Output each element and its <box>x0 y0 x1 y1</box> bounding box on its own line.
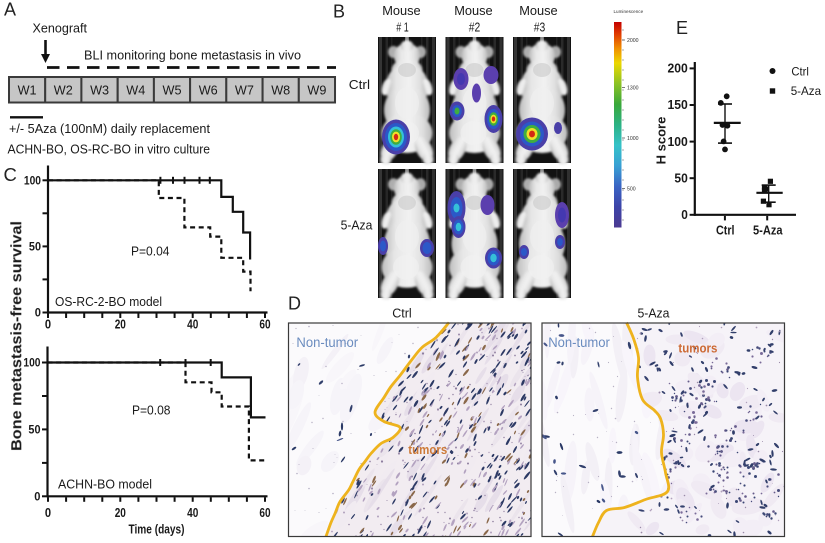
svg-text:E: E <box>676 18 688 38</box>
svg-text:ACHN-BO, OS-RC-BO in vitro cul: ACHN-BO, OS-RC-BO in vitro culture <box>8 142 211 157</box>
svg-text:D: D <box>288 294 301 314</box>
svg-text:0: 0 <box>681 207 688 222</box>
svg-text:W2: W2 <box>54 83 73 98</box>
svg-text:tumors: tumors <box>408 442 447 457</box>
svg-text:100: 100 <box>23 358 40 370</box>
svg-text:0: 0 <box>34 491 40 503</box>
svg-text:Non-tumor: Non-tumor <box>548 335 610 350</box>
svg-text:1000: 1000 <box>627 136 639 142</box>
svg-text:100: 100 <box>24 175 41 187</box>
svg-text:2000: 2000 <box>627 38 639 44</box>
svg-text:0: 0 <box>45 506 51 520</box>
svg-text:#2: #2 <box>469 20 481 35</box>
svg-text:5-Aza: 5-Aza <box>791 84 822 98</box>
svg-text:W7: W7 <box>235 83 254 98</box>
svg-text:W1: W1 <box>18 83 37 98</box>
svg-text:1300: 1300 <box>627 86 639 92</box>
svg-text:100: 100 <box>668 134 688 149</box>
svg-text:W3: W3 <box>90 83 109 98</box>
svg-text:Ctrl: Ctrl <box>349 77 370 92</box>
svg-text:ACHN-BO model: ACHN-BO model <box>58 476 152 491</box>
svg-text:40: 40 <box>187 506 198 520</box>
svg-text:50: 50 <box>674 170 687 185</box>
svg-text:A: A <box>4 0 16 20</box>
svg-text:W4: W4 <box>126 83 145 98</box>
svg-text:0: 0 <box>45 318 51 332</box>
svg-text:60: 60 <box>259 506 270 520</box>
svg-text:B: B <box>333 2 345 22</box>
svg-text:40: 40 <box>187 318 198 332</box>
svg-text:Mouse: Mouse <box>519 3 558 18</box>
svg-text:W9: W9 <box>307 83 326 98</box>
svg-text:Ctrl: Ctrl <box>716 223 735 238</box>
svg-text:0: 0 <box>35 308 41 320</box>
svg-text:Ctrl: Ctrl <box>791 64 809 78</box>
svg-text:W5: W5 <box>163 83 182 98</box>
svg-text:Xenograft: Xenograft <box>33 20 88 35</box>
svg-text:5-Aza: 5-Aza <box>638 305 671 320</box>
svg-text:C: C <box>4 164 17 185</box>
svg-text:50: 50 <box>28 424 40 436</box>
svg-text:5-Aza: 5-Aza <box>753 223 783 238</box>
svg-text:OS-RC-2-BO model: OS-RC-2-BO model <box>55 294 162 309</box>
svg-text:Luminescence: Luminescence <box>614 9 644 14</box>
svg-text:60: 60 <box>259 318 270 332</box>
svg-text:H score: H score <box>654 117 669 165</box>
svg-text:P=0.08: P=0.08 <box>132 403 171 418</box>
svg-text:Bone metastasis-free survival: Bone metastasis-free survival <box>9 221 25 451</box>
svg-text:# 1: # 1 <box>396 20 409 35</box>
svg-text:50: 50 <box>29 241 41 253</box>
svg-text:tumors: tumors <box>678 341 717 356</box>
svg-text:+/- 5Aza (100nM) daily replace: +/- 5Aza (100nM) daily replacement <box>9 121 210 136</box>
svg-text:Time (days): Time (days) <box>129 522 185 537</box>
svg-text:150: 150 <box>668 97 688 112</box>
svg-text:Mouse: Mouse <box>454 3 493 18</box>
svg-text:Ctrl: Ctrl <box>392 305 412 320</box>
svg-text:20: 20 <box>115 506 126 520</box>
svg-text:Non-tumor: Non-tumor <box>296 335 358 350</box>
svg-text:BLI monitoring bone metastasis: BLI monitoring bone metastasis in vivo <box>84 48 301 63</box>
svg-text:W6: W6 <box>199 83 218 98</box>
svg-text:#3: #3 <box>534 20 546 35</box>
svg-text:P=0.04: P=0.04 <box>131 244 170 259</box>
svg-text:5-Aza: 5-Aza <box>341 218 374 233</box>
svg-text:W8: W8 <box>271 83 290 98</box>
svg-text:500: 500 <box>627 187 636 193</box>
svg-text:200: 200 <box>668 61 688 76</box>
svg-text:Mouse: Mouse <box>382 3 421 18</box>
svg-text:20: 20 <box>115 318 126 332</box>
